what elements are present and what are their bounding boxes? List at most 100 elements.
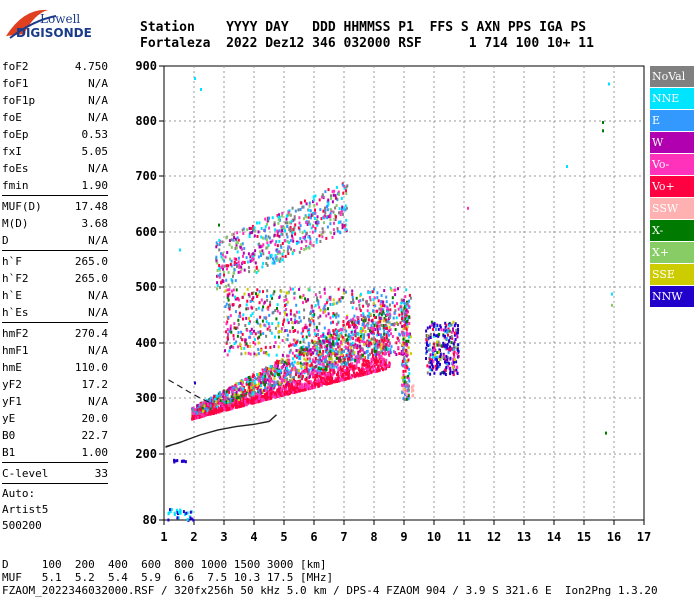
echo-point [335,301,338,305]
echo-point [221,279,224,283]
echo-point [329,302,332,306]
echo-point [295,373,297,377]
echo-point [283,376,286,380]
echo-point [240,399,243,403]
echo-point [285,364,288,368]
echo-point [388,325,391,329]
echo-point [240,247,243,251]
echo-point [404,343,407,347]
echo-point [333,189,336,193]
echo-point [226,251,229,254]
echo-point [341,183,344,187]
echo-point [257,336,259,340]
echo-point [429,372,432,376]
echo-point [316,215,319,219]
echo-point [353,325,355,329]
echo-point [240,401,243,405]
echo-point [322,311,325,314]
echo-point [605,431,607,435]
echo-point [362,312,365,316]
echo-point [449,356,452,360]
echo-point [448,362,451,366]
echo-point [318,356,321,360]
echo-point [234,405,237,409]
echo-point [236,236,239,240]
echo-point [381,336,384,339]
echo-point [346,346,349,350]
echo-point [281,258,284,262]
echo-point [279,375,282,379]
echo-point [234,279,237,283]
echo-point [318,290,321,294]
echo-point [390,288,393,292]
echo-point [242,227,245,231]
echo-point [232,334,235,338]
echo-point [453,340,456,344]
echo-point [394,309,397,313]
echo-point [306,370,309,374]
echo-point [283,226,286,230]
echo-point [403,358,406,362]
echo-point [351,362,354,366]
echo-point [293,354,296,358]
echo-point [255,383,258,387]
param-value: 33 [94,467,108,480]
echo-point [252,373,255,377]
echo-point [447,327,450,331]
echo-point [285,338,288,341]
echo-point [271,388,274,392]
echo-point [319,370,322,374]
echo-point [369,298,372,302]
echo-point [403,342,406,346]
echo-point [305,231,308,235]
echo-point [230,289,233,293]
echo-point [281,380,284,384]
logo-line1: Lowell [40,12,81,26]
echo-point [452,357,455,361]
echo-point [276,391,279,395]
echo-point [354,323,356,327]
echo-point [367,344,370,348]
echo-point [318,322,321,326]
echo-point [376,291,379,295]
echo-point [314,373,317,377]
echo-point [240,394,243,398]
echo-point [373,340,376,344]
echo-point [317,353,320,357]
echo-point [233,386,236,390]
echo-point [285,359,288,363]
footer: D 100 200 400 600 800 1000 1500 3000 [km… [2,558,658,597]
echo-point [222,391,225,395]
echo-point [333,350,336,354]
echo-point [385,300,388,304]
echo-point [230,345,233,348]
echo-point [234,326,237,330]
echo-point [340,334,343,338]
echo-point [302,327,305,331]
echo-point [372,330,374,334]
echo-point [405,311,408,315]
echo-point [438,350,441,354]
echo-point [332,298,335,302]
echo-point [367,360,370,363]
echo-point [389,328,392,332]
echo-point [453,344,456,348]
param-row: hmF1 N/A [2,342,108,359]
echo-point [339,327,342,331]
echo-point [351,336,353,340]
echo-point [352,317,355,321]
param-value: N/A [88,94,108,107]
echo-point [258,242,261,246]
echo-point [405,339,408,343]
echo-point [307,208,310,212]
echo-point [225,284,228,288]
echo-point [319,352,322,356]
echo-point [388,312,391,316]
echo-point [248,382,251,386]
echo-point [445,355,448,358]
echo-point [309,320,312,324]
echo-point [393,311,396,315]
echo-point [257,352,260,356]
echo-point [382,341,385,345]
echo-point [229,404,232,408]
